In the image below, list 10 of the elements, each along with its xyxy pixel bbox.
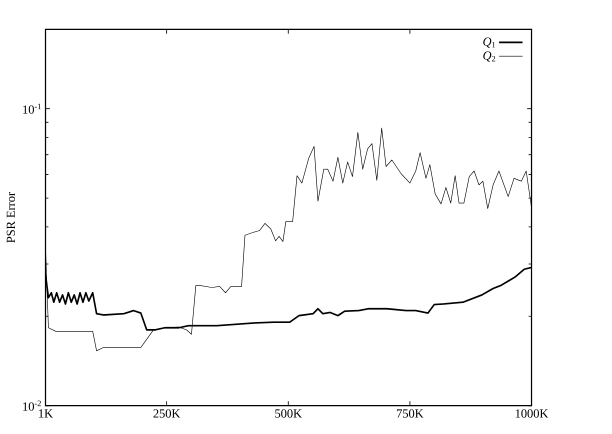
y-axis-title: PSR Error [6,192,15,244]
x-tick-label: 250K [153,410,180,418]
x-tick-label: 500K [275,410,302,418]
y-tick-label: 10$^{-2}$ [23,400,41,411]
legend-label: Q$_{2}$ [483,52,496,62]
x-tick-label: 1K [39,410,53,418]
x-tick-label: 1000K [516,410,548,418]
y-tick-label: 10$^{-1}$ [23,104,41,114]
legend-label: Q$_{1}$ [483,38,496,48]
x-tick-label: 750K [396,410,424,418]
